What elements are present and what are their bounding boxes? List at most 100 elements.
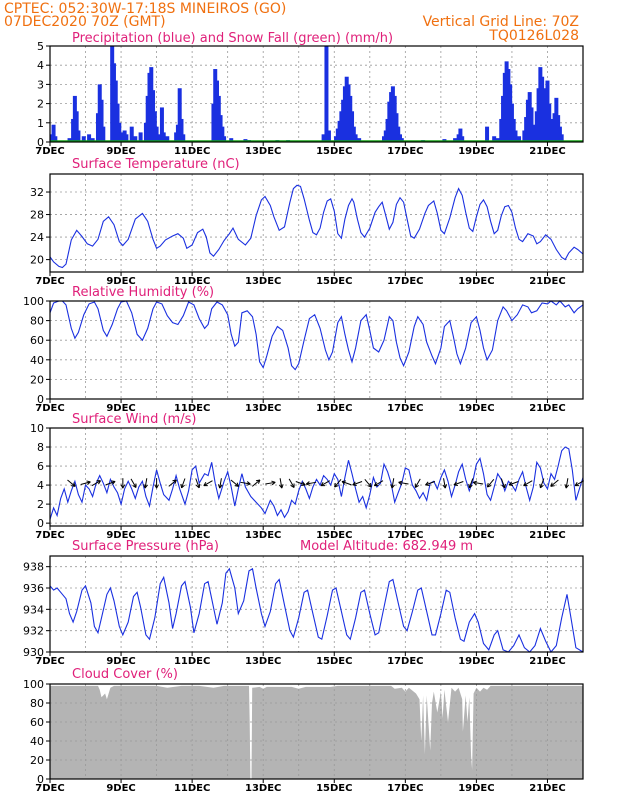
wind-arrow [472, 480, 484, 486]
cloud-panel: Cloud Cover (%) 0 20 40 60 80 100 7DEC 9DEC 11D… [23, 667, 584, 794]
rh-ytick-label: 0 [37, 393, 44, 406]
precip-bar [76, 130, 81, 142]
precip-bar [159, 107, 164, 142]
temp-x-axis: 7DEC 9DEC 11DEC 13DEC 15DEC 17DEC 19DEC 21DEC [35, 272, 566, 287]
precip-bar [165, 136, 170, 142]
wind-frame [49, 427, 584, 527]
cloud-ytick-label: 80 [30, 697, 44, 710]
wind-arrow [143, 478, 148, 489]
wind-arrow [468, 478, 474, 489]
precip-bar [559, 134, 564, 142]
precip-bars [49, 46, 564, 142]
wind-xtick-label: 11DEC [174, 530, 210, 541]
cloud-ytick-label: 60 [30, 716, 44, 729]
precip-bar [229, 138, 234, 142]
precip-bar [485, 126, 490, 142]
wind-arrow [217, 478, 223, 489]
header-grid-line: Vertical Grid Line: 70Z [423, 14, 579, 30]
precip-bar [138, 132, 143, 142]
wind-arrow [398, 480, 409, 486]
wind-arrow [373, 480, 384, 487]
precip-bar [53, 136, 58, 142]
pres-ytick-label: 930 [23, 646, 44, 659]
cloud-xtick-label: 11DEC [174, 783, 210, 794]
wind-arrow [278, 478, 284, 489]
rh-x-axis: 7DEC 9DEC 11DEC 13DEC 15DEC 17DEC 19DEC 21DEC [35, 399, 566, 414]
precip-bar [133, 136, 138, 142]
precip-ytick-label: 2 [37, 98, 44, 111]
pres-ytick-label: 934 [23, 603, 44, 616]
wind-arrow [105, 480, 116, 486]
wind-arrow [251, 479, 261, 487]
precip-bar [99, 99, 104, 142]
precip-xtick-label: 9DEC [106, 146, 135, 157]
temp-grid [50, 174, 583, 272]
wind-ytick-label: 8 [37, 441, 44, 454]
pres-x-axis: 7DEC 9DEC 11DEC 13DEC 15DEC 17DEC 19DEC 21DEC [35, 652, 566, 667]
precip-xtick-label: 15DEC [316, 146, 352, 157]
temp-xtick-label: 11DEC [174, 276, 210, 287]
wind-arrows [67, 478, 585, 489]
precip-bar [129, 126, 134, 142]
pres-line [49, 567, 584, 654]
precip-bar [177, 88, 182, 142]
precip-bar [321, 134, 326, 142]
precip-bar [495, 138, 500, 142]
precip-bar [399, 138, 404, 142]
pres-model-altitude: Model Altitude: 682.949 m [300, 539, 473, 554]
wind-series-line [49, 446, 584, 520]
wind-arrow [67, 479, 76, 487]
precip-bar [353, 134, 358, 142]
rh-ytick-label: 60 [30, 334, 44, 347]
wind-arrow [500, 478, 506, 489]
precip-bar [222, 136, 227, 142]
wind-ytick-label: 4 [37, 479, 44, 492]
precip-bar [67, 138, 72, 142]
precip-bar [324, 46, 329, 142]
pres-xtick-label: 13DEC [245, 656, 281, 667]
precip-bar [51, 124, 56, 142]
precip-bar [549, 118, 554, 142]
cloud-xtick-label: 13DEC [245, 783, 281, 794]
wind-arrow [120, 478, 126, 489]
wind-y-axis: 0 2 4 6 8 10 [30, 422, 50, 530]
precip-bar [220, 126, 225, 142]
temp-ytick-label: 24 [30, 231, 44, 244]
rh-ytick-label: 40 [30, 354, 44, 367]
precip-bar [90, 138, 95, 142]
wind-arrow [550, 479, 559, 487]
wind-arrow [341, 480, 352, 486]
rh-y-axis: 0 20 40 60 80 100 [23, 295, 50, 406]
wind-arrow [168, 479, 177, 487]
rh-title: Relative Humidity (%) [72, 285, 214, 300]
wind-arrow [414, 478, 421, 488]
wind-arrow [230, 479, 240, 487]
cloud-ytick-label: 0 [37, 773, 44, 786]
temp-xtick-label: 21DEC [529, 276, 565, 287]
cloud-ytick-label: 100 [23, 678, 44, 691]
rh-xtick-label: 13DEC [245, 403, 281, 414]
cloud-area [50, 685, 583, 779]
cloud-xtick-label: 17DEC [387, 783, 423, 794]
cloud-ytick-label: 20 [30, 754, 44, 767]
rh-xtick-label: 15DEC [316, 403, 352, 414]
temp-ytick-label: 32 [30, 186, 44, 199]
precip-xtick-label: 13DEC [245, 146, 281, 157]
rh-grid [50, 301, 583, 399]
wind-arrow [80, 480, 91, 486]
precip-bar [181, 134, 186, 142]
precip-x-axis: 7DEC 9DEC 11DEC 13DEC 15DEC 17DEC 19DEC 21DEC [35, 142, 566, 157]
pres-series-line [49, 567, 584, 654]
precip-bar [124, 134, 129, 142]
header-location: CPTEC: 052:30W-17:18S MINEIROS (GO) [4, 1, 286, 17]
wind-xtick-label: 13DEC [245, 530, 281, 541]
wind-xtick-label: 15DEC [316, 530, 352, 541]
wind-arrow [574, 480, 585, 487]
temp-series-line [49, 184, 584, 269]
precip-bar [357, 138, 362, 142]
cloud-frame [49, 683, 584, 780]
wind-ytick-label: 6 [37, 460, 44, 473]
precip-xtick-label: 19DEC [458, 146, 494, 157]
rh-line [49, 300, 584, 371]
